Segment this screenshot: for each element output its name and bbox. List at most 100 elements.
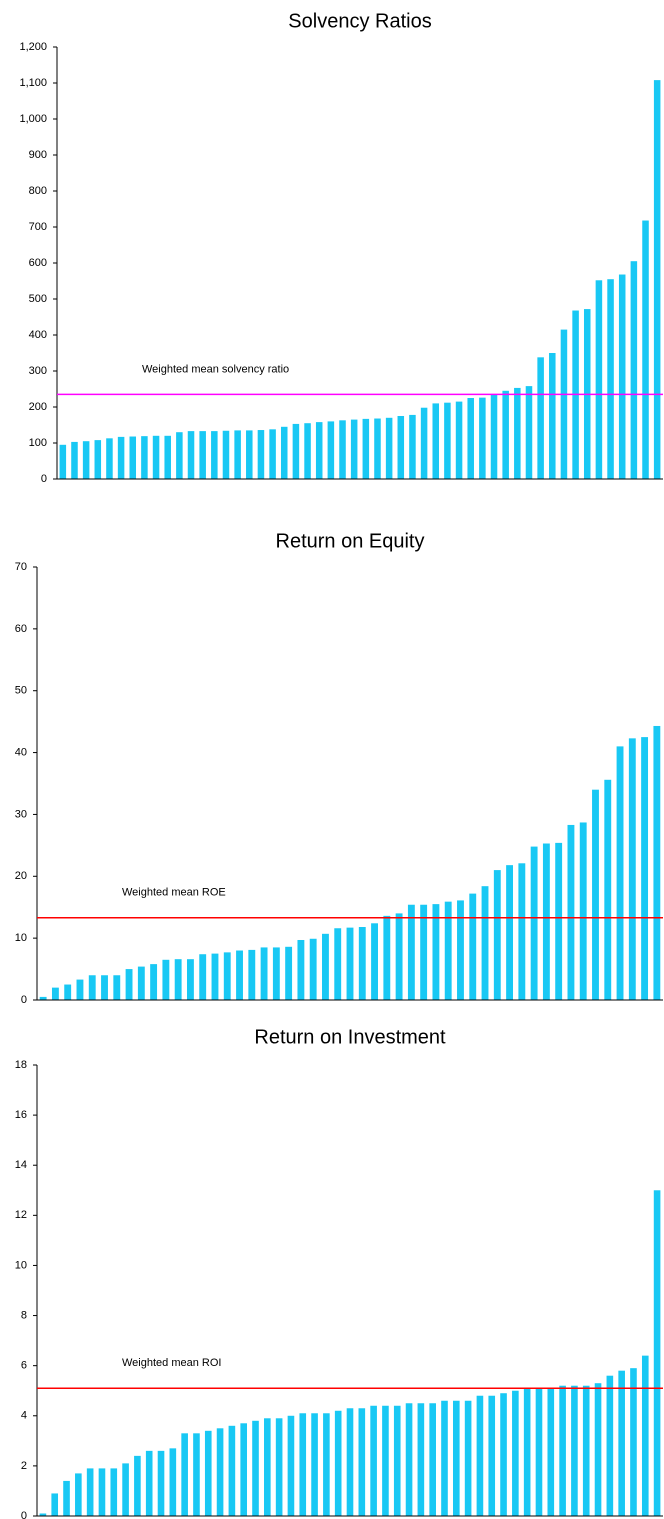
bar [297, 939, 305, 1000]
bar [334, 1410, 342, 1516]
bar [595, 280, 603, 479]
bar [272, 947, 280, 1000]
bar [537, 357, 544, 479]
bar [641, 737, 649, 1000]
bar [642, 220, 649, 479]
y-tick-label: 300 [29, 365, 47, 377]
y-tick-label: 400 [29, 329, 47, 341]
y-tick-label: 14 [15, 1159, 27, 1171]
bar [101, 975, 108, 1000]
bar [420, 407, 428, 479]
bar [174, 959, 182, 1000]
bar [407, 904, 415, 1000]
y-tick-label: 1,200 [19, 41, 47, 53]
bar [479, 397, 486, 479]
bar [236, 950, 243, 1000]
bar [393, 1405, 401, 1516]
bar [444, 402, 451, 479]
y-tick-label: 60 [15, 623, 27, 635]
bar [518, 863, 526, 1000]
bar [59, 444, 67, 479]
bar [234, 430, 241, 479]
bar [51, 1493, 59, 1516]
bar [137, 966, 145, 1000]
y-tick-label: 4 [21, 1410, 27, 1422]
bar [157, 1450, 165, 1516]
bar [285, 946, 293, 1000]
bar [476, 1395, 484, 1516]
bar [630, 261, 638, 479]
bar [641, 1355, 649, 1516]
bar [350, 419, 358, 479]
bar [248, 949, 256, 1000]
y-tick-label: 800 [29, 185, 47, 197]
bar [488, 1395, 496, 1516]
bar [164, 435, 171, 479]
bar [542, 843, 550, 1000]
bar [176, 432, 183, 479]
bar [145, 1450, 153, 1516]
bar [117, 436, 125, 479]
bar [186, 959, 194, 1000]
bar [555, 842, 563, 1000]
y-tick-label: 50 [15, 685, 27, 697]
y-tick-label: 18 [15, 1059, 27, 1071]
bar [94, 440, 102, 479]
bar [339, 420, 346, 479]
bar [464, 1400, 472, 1516]
bar [71, 441, 78, 479]
bar [193, 1433, 200, 1516]
bar [63, 1480, 70, 1516]
bar [571, 1385, 578, 1516]
bar [653, 725, 661, 1000]
bar [106, 438, 113, 479]
bar [110, 1468, 118, 1516]
y-tick-label: 100 [29, 437, 47, 449]
bar [113, 975, 121, 1000]
bar [417, 1403, 425, 1516]
y-tick-label: 70 [15, 561, 27, 573]
bar [216, 1428, 224, 1516]
bar [257, 430, 265, 479]
bar [240, 1423, 248, 1516]
bar [467, 398, 474, 479]
bar [383, 915, 391, 1000]
bar [39, 1513, 47, 1516]
bar [374, 418, 381, 479]
bar [152, 435, 160, 479]
bar [292, 423, 300, 479]
bar [358, 927, 366, 1000]
bar [582, 1385, 590, 1516]
bar [512, 1390, 519, 1516]
bar [346, 1408, 354, 1516]
bar [606, 1375, 614, 1516]
y-tick-label: 500 [29, 293, 47, 305]
bar [370, 1405, 377, 1516]
bar [506, 865, 514, 1000]
bar [86, 1468, 94, 1516]
y-tick-label: 10 [15, 1259, 27, 1271]
bar [260, 947, 268, 1000]
bar [358, 1408, 366, 1516]
bar [125, 969, 133, 1000]
bar [162, 959, 170, 1000]
bar [322, 933, 329, 1000]
y-tick-label: 20 [15, 870, 27, 882]
bar [628, 738, 636, 1000]
bar [141, 436, 148, 479]
mean-line-label: Weighted mean solvency ratio [142, 363, 289, 375]
bar [490, 394, 498, 479]
bar [334, 928, 342, 1000]
chart-title: Return on Investment [254, 1026, 446, 1048]
bar [653, 80, 661, 480]
bar [630, 1368, 637, 1516]
bar [246, 430, 253, 479]
y-tick-label: 600 [29, 257, 47, 269]
bar [535, 1388, 543, 1516]
bar [269, 429, 276, 479]
bar [455, 401, 463, 479]
bar [560, 329, 568, 479]
bar [327, 421, 335, 479]
bar [199, 431, 206, 479]
bar [549, 353, 556, 479]
